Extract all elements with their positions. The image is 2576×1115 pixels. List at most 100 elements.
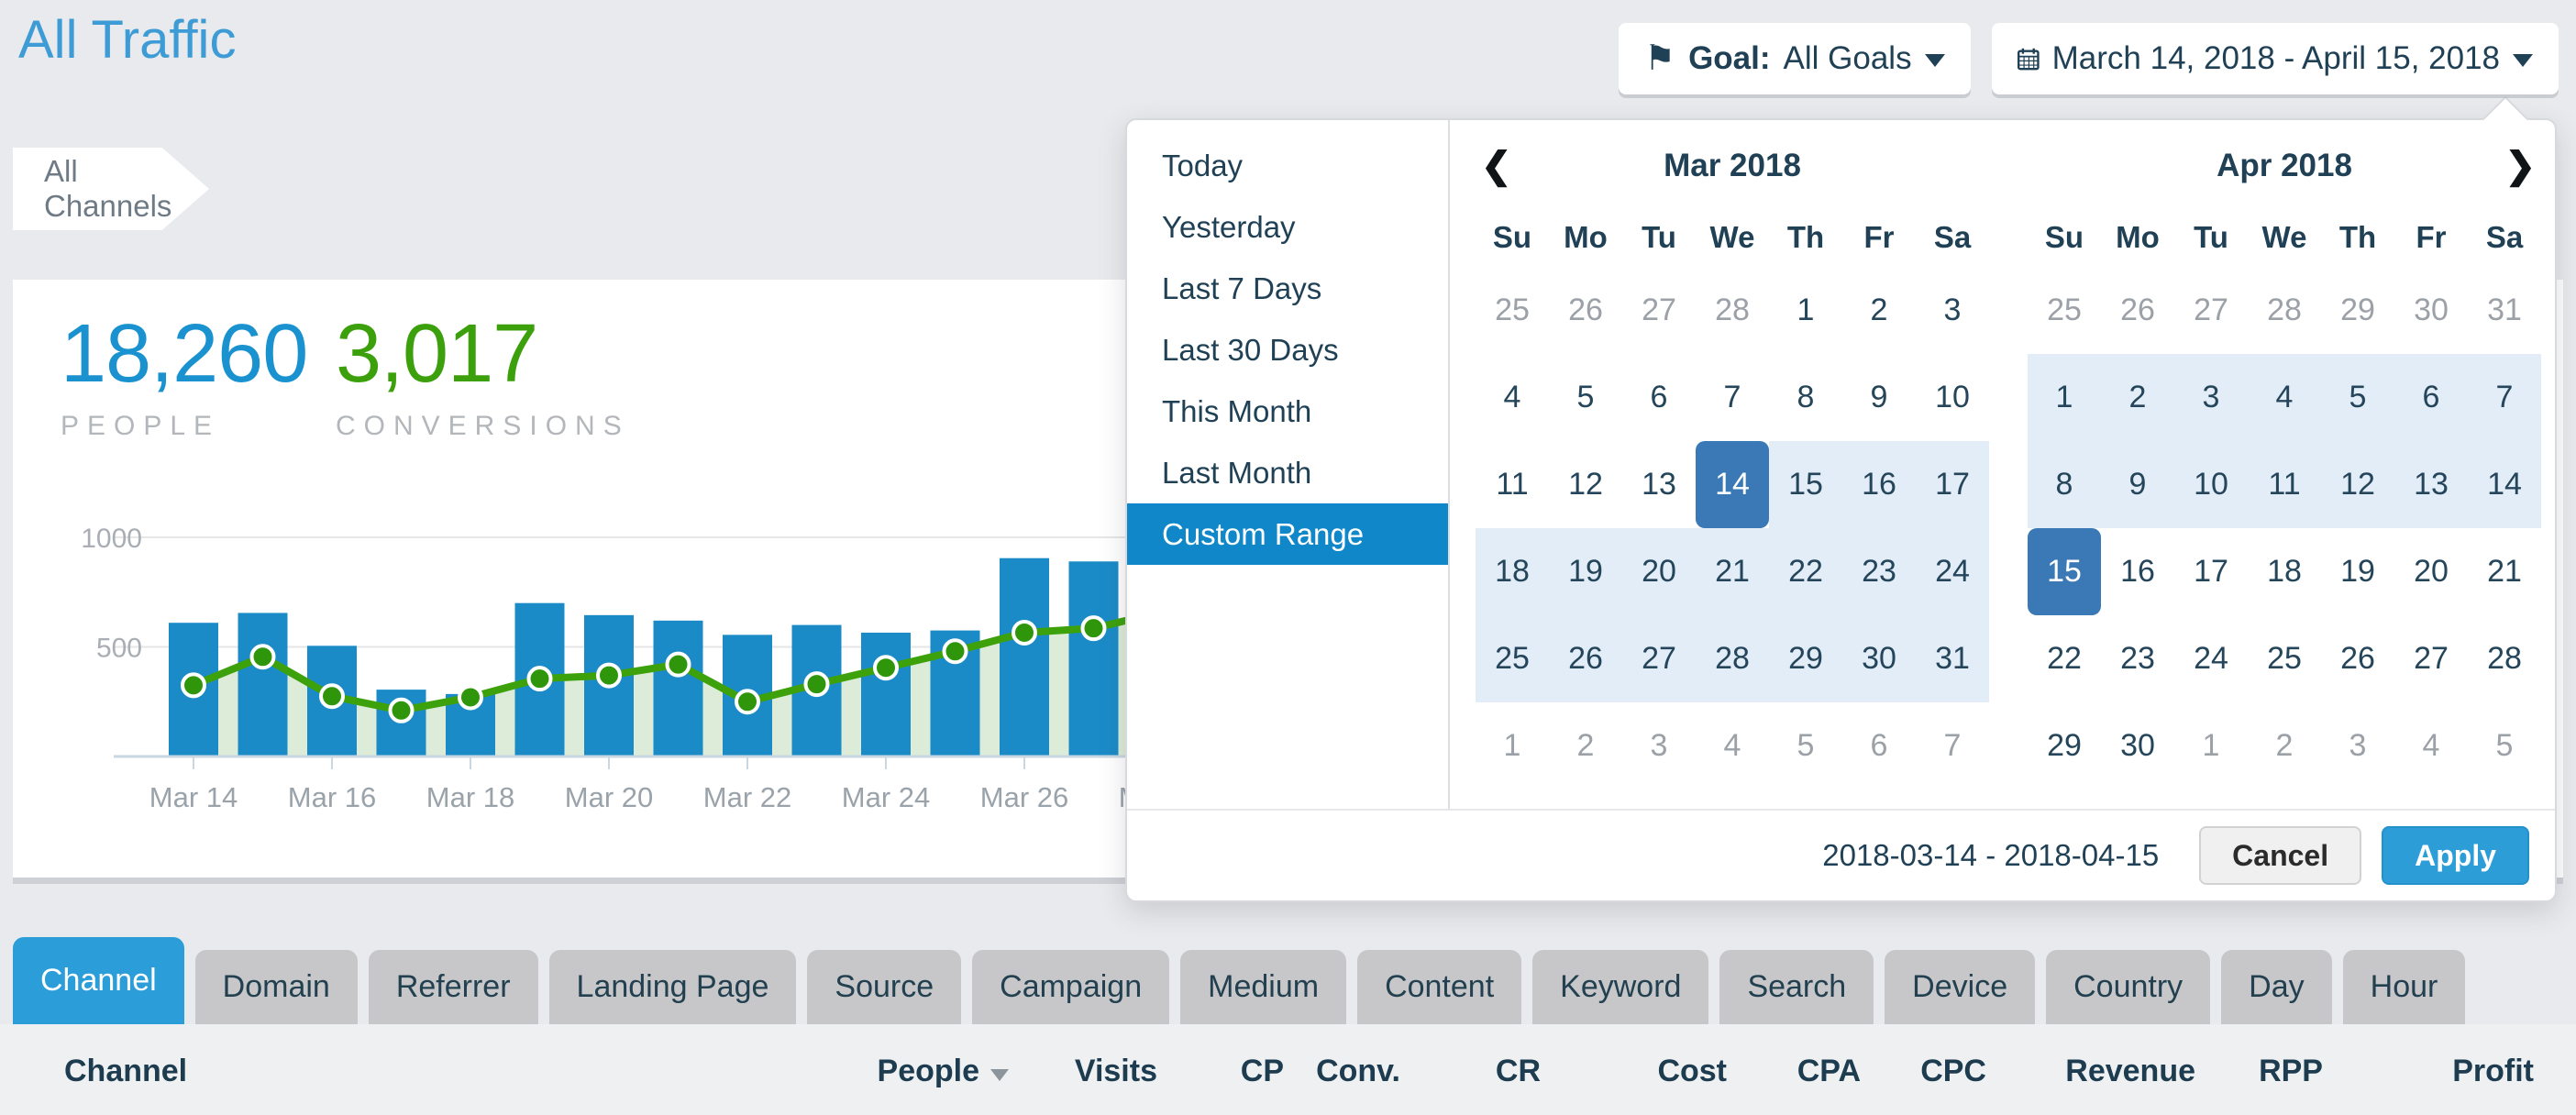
day-cell-17[interactable]: 17: [2194, 554, 2228, 589]
column-header-cost[interactable]: Cost: [1657, 1054, 1727, 1088]
day-cell-24[interactable]: 24: [1916, 528, 1989, 615]
date-range-button[interactable]: March 14, 2018 - April 15, 2018: [1992, 23, 2559, 94]
column-header-cpc[interactable]: CPC: [1920, 1054, 1986, 1088]
day-cell-7[interactable]: 7: [1723, 380, 1741, 414]
day-cell-9[interactable]: 9: [1870, 380, 1888, 414]
day-cell-29[interactable]: 29: [2340, 293, 2375, 327]
column-header-rpp[interactable]: RPP: [2259, 1054, 2323, 1088]
column-header-cr[interactable]: CR: [1495, 1054, 1541, 1088]
day-cell-28[interactable]: 28: [2267, 293, 2302, 327]
column-header-cp[interactable]: CP: [1240, 1054, 1284, 1088]
day-cell-25[interactable]: 25: [2267, 641, 2302, 676]
day-cell-13[interactable]: 13: [1642, 467, 1676, 502]
day-cell-4[interactable]: 4: [1503, 380, 1521, 414]
day-cell-4[interactable]: 4: [1723, 728, 1741, 763]
day-cell-31[interactable]: 31: [1916, 615, 1989, 702]
day-cell-27[interactable]: 27: [1642, 293, 1676, 327]
prev-month-chevron-icon[interactable]: ❮: [1481, 146, 1512, 186]
day-cell-10[interactable]: 10: [2174, 441, 2248, 528]
day-cell-26[interactable]: 26: [2340, 641, 2375, 676]
day-cell-3[interactable]: 3: [2174, 354, 2248, 441]
marker-mar-21[interactable]: [665, 651, 691, 678]
day-cell-28[interactable]: 28: [1696, 615, 1769, 702]
day-cell-6[interactable]: 6: [1650, 380, 1668, 414]
preset-last-month[interactable]: Last Month: [1162, 456, 1312, 490]
tab-campaign[interactable]: Campaign: [972, 950, 1170, 1024]
day-cell-2[interactable]: 2: [2275, 728, 2294, 763]
apply-button[interactable]: Apply: [2382, 826, 2529, 885]
day-cell-5[interactable]: 5: [1797, 728, 1815, 763]
marker-mar-27[interactable]: [1080, 615, 1107, 642]
preset-last-30-days[interactable]: Last 30 Days: [1162, 333, 1339, 367]
day-cell-3[interactable]: 3: [1650, 728, 1668, 763]
column-header-profit[interactable]: Profit: [2452, 1054, 2534, 1088]
column-header-channel[interactable]: Channel: [64, 1054, 188, 1088]
preset-custom-range[interactable]: Custom Range: [1127, 503, 1448, 565]
breadcrumb-all-channels[interactable]: All Channels: [13, 148, 209, 230]
day-cell-22[interactable]: 22: [2047, 641, 2082, 676]
day-cell-25[interactable]: 25: [2047, 293, 2082, 327]
day-cell-5[interactable]: 5: [2321, 354, 2394, 441]
day-cell-3[interactable]: 3: [1943, 293, 1962, 327]
day-cell-2[interactable]: 2: [2101, 354, 2174, 441]
day-cell-27[interactable]: 27: [1622, 615, 1696, 702]
preset-today[interactable]: Today: [1162, 149, 1244, 182]
day-cell-25[interactable]: 25: [1476, 615, 1549, 702]
column-header-cpa[interactable]: CPA: [1797, 1054, 1861, 1088]
day-cell-14[interactable]: 14: [2468, 441, 2541, 528]
day-cell-4[interactable]: 4: [2248, 354, 2321, 441]
bar-mar-27[interactable]: [1068, 561, 1119, 756]
day-cell-1[interactable]: 1: [2028, 354, 2101, 441]
day-cell-21[interactable]: 21: [1696, 528, 1769, 615]
day-cell-6[interactable]: 6: [2394, 354, 2468, 441]
day-cell-27[interactable]: 27: [2194, 293, 2228, 327]
marker-mar-15[interactable]: [249, 644, 276, 670]
tab-hour[interactable]: Hour: [2342, 950, 2466, 1024]
marker-mar-14[interactable]: [181, 672, 206, 699]
day-cell-2[interactable]: 2: [1870, 293, 1888, 327]
tab-day[interactable]: Day: [2221, 950, 2332, 1024]
column-header-people[interactable]: People: [878, 1054, 1009, 1089]
day-cell-5[interactable]: 5: [2495, 728, 2514, 763]
marker-mar-18[interactable]: [458, 684, 483, 711]
tab-channel[interactable]: Channel: [13, 937, 184, 1024]
marker-mar-17[interactable]: [388, 697, 415, 723]
day-cell-9[interactable]: 9: [2101, 441, 2174, 528]
day-cell-28[interactable]: 28: [2487, 641, 2522, 676]
day-cell-10[interactable]: 10: [1935, 380, 1970, 414]
day-cell-30[interactable]: 30: [1842, 615, 1916, 702]
day-cell-29[interactable]: 29: [1769, 615, 1842, 702]
day-cell-11[interactable]: 11: [2248, 441, 2321, 528]
day-cell-21[interactable]: 21: [2487, 554, 2522, 589]
day-cell-22[interactable]: 22: [1769, 528, 1842, 615]
day-cell-26[interactable]: 26: [1549, 615, 1622, 702]
day-cell-30[interactable]: 30: [2120, 728, 2155, 763]
marker-mar-25[interactable]: [942, 638, 968, 665]
tab-medium[interactable]: Medium: [1180, 950, 1347, 1024]
tab-domain[interactable]: Domain: [194, 950, 358, 1024]
day-cell-27[interactable]: 27: [2414, 641, 2449, 676]
preset-yesterday[interactable]: Yesterday: [1162, 210, 1296, 244]
day-cell-6[interactable]: 6: [1870, 728, 1888, 763]
day-cell-30[interactable]: 30: [2414, 293, 2449, 327]
next-month-chevron-icon[interactable]: ❯: [2504, 146, 2536, 186]
day-cell-7[interactable]: 7: [1943, 728, 1962, 763]
tab-country[interactable]: Country: [2046, 950, 2211, 1024]
day-cell-18[interactable]: 18: [2267, 554, 2302, 589]
bar-mar-26[interactable]: [1000, 558, 1049, 756]
marker-mar-20[interactable]: [596, 662, 622, 689]
day-cell-26[interactable]: 26: [2120, 293, 2155, 327]
marker-mar-16[interactable]: [319, 683, 345, 710]
day-cell-14[interactable]: 14: [1696, 441, 1769, 528]
day-cell-19[interactable]: 19: [1549, 528, 1622, 615]
tab-referrer[interactable]: Referrer: [368, 950, 538, 1024]
tab-keyword[interactable]: Keyword: [1532, 950, 1709, 1024]
tab-source[interactable]: Source: [807, 950, 962, 1024]
day-cell-17[interactable]: 17: [1916, 441, 1989, 528]
preset-last-7-days[interactable]: Last 7 Days: [1162, 271, 1322, 305]
marker-mar-22[interactable]: [735, 689, 760, 715]
day-cell-18[interactable]: 18: [1476, 528, 1549, 615]
day-cell-15[interactable]: 15: [1769, 441, 1842, 528]
day-cell-23[interactable]: 23: [1842, 528, 1916, 615]
day-cell-28[interactable]: 28: [1715, 293, 1750, 327]
